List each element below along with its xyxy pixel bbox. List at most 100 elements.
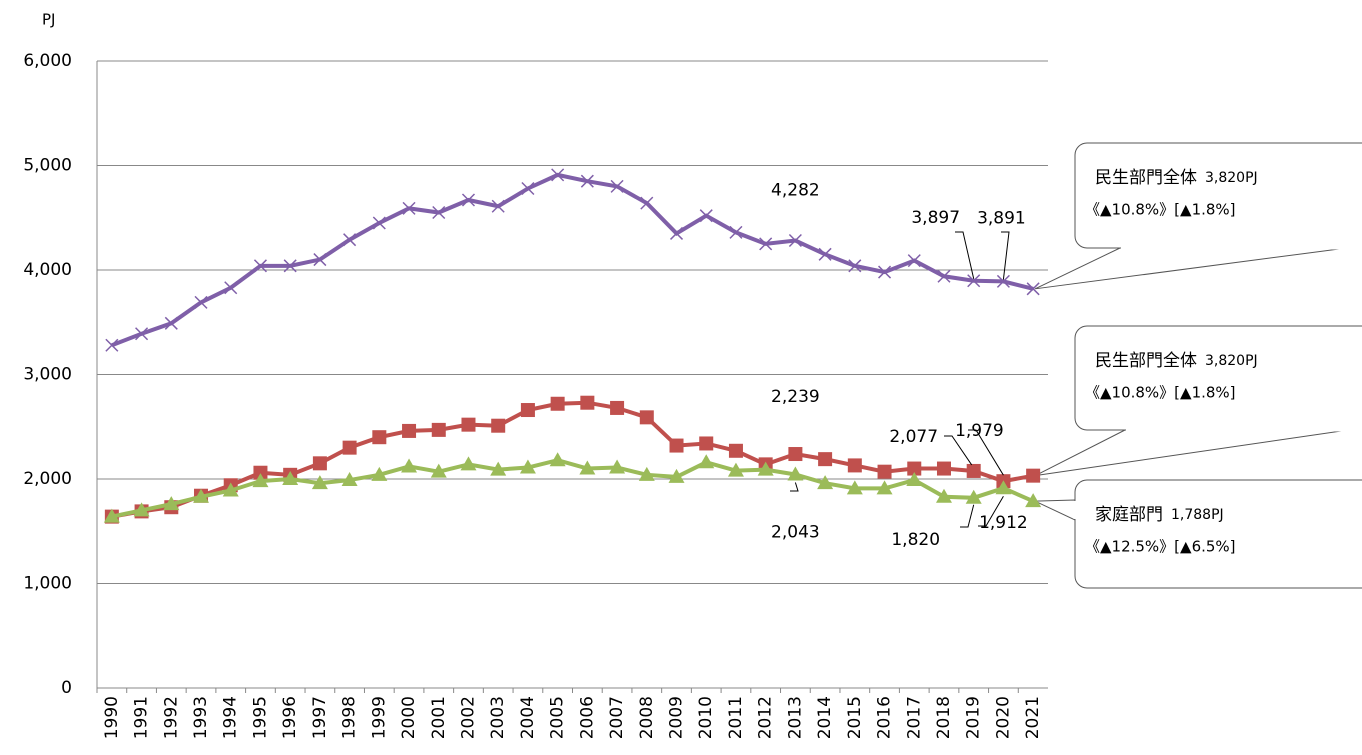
marker xyxy=(848,259,862,273)
marker xyxy=(966,463,981,478)
marker xyxy=(668,468,685,483)
y-tick-label: 6,000 xyxy=(23,51,72,71)
marker xyxy=(135,327,149,341)
x-tick-label: 1991 xyxy=(132,696,152,739)
marker xyxy=(520,403,535,418)
data-label: 2,043 xyxy=(771,523,820,543)
x-tick-label: 2008 xyxy=(637,696,657,739)
x-tick-label: 2017 xyxy=(904,696,924,739)
x-tick-label: 2004 xyxy=(518,696,538,739)
leader-line xyxy=(960,504,975,528)
marker xyxy=(1025,493,1042,508)
marker xyxy=(907,461,922,476)
series-line xyxy=(111,458,1034,519)
data-label: 3,891 xyxy=(977,208,1026,228)
marker xyxy=(907,254,921,268)
marker xyxy=(877,464,892,479)
y-tick-label: 2,000 xyxy=(23,469,72,489)
marker xyxy=(282,471,299,485)
x-tick-label: 2016 xyxy=(875,696,895,739)
marker xyxy=(610,400,625,415)
x-tick-label: 1998 xyxy=(340,696,360,739)
marker xyxy=(965,489,982,504)
marker xyxy=(549,452,566,467)
callout-box xyxy=(1074,479,1362,589)
x-tick-label: 1994 xyxy=(221,696,241,739)
callout-value: 3,820PJ xyxy=(1205,170,1258,186)
data-label: 1,912 xyxy=(979,513,1028,533)
marker xyxy=(638,466,655,481)
marker xyxy=(401,458,418,473)
marker xyxy=(461,193,476,207)
x-tick-label: 1997 xyxy=(310,696,330,739)
marker xyxy=(224,281,238,295)
x-tick-label: 2018 xyxy=(934,696,954,739)
x-tick-label: 2012 xyxy=(756,696,776,739)
marker xyxy=(103,508,120,523)
leader-line xyxy=(978,495,1004,527)
marker xyxy=(432,205,446,220)
x-tick-label: 1999 xyxy=(369,696,389,739)
data-label: 2,077 xyxy=(889,427,938,447)
data-label: 1,979 xyxy=(955,421,1004,441)
marker xyxy=(1026,468,1041,483)
marker xyxy=(669,438,684,453)
x-tick-label: 2015 xyxy=(845,696,865,739)
leader-line xyxy=(944,435,973,466)
data-label: 4,282 xyxy=(771,181,820,201)
marker xyxy=(550,396,565,411)
callout-value: 3,820PJ xyxy=(1205,353,1258,369)
callout-title-text: 家庭部門 xyxy=(1095,505,1163,525)
marker xyxy=(283,259,297,273)
marker xyxy=(699,436,714,451)
marker xyxy=(372,430,387,445)
marker xyxy=(640,196,654,210)
marker xyxy=(878,265,892,279)
x-tick-label: 2005 xyxy=(548,696,568,739)
x-tick-label: 2007 xyxy=(607,696,627,739)
marker xyxy=(727,462,744,477)
marker xyxy=(757,461,774,476)
data-label: 1,820 xyxy=(891,530,940,550)
callout-box xyxy=(1074,142,1362,249)
y-tick-label: 4,000 xyxy=(23,260,72,280)
x-tick-label: 2002 xyxy=(458,696,478,739)
marker xyxy=(253,259,267,273)
x-tick-label: 1992 xyxy=(161,696,181,739)
marker xyxy=(194,295,208,309)
marker xyxy=(818,452,833,467)
marker xyxy=(935,488,952,503)
marker xyxy=(609,459,626,474)
callout-change: 《▲10.8%》[▲1.8%] xyxy=(1085,384,1236,402)
marker xyxy=(729,225,743,239)
marker xyxy=(787,466,804,481)
x-tick-label: 1993 xyxy=(191,696,211,739)
marker xyxy=(313,253,327,267)
marker xyxy=(402,201,416,215)
callout-tail xyxy=(1034,245,1362,290)
x-tick-label: 2014 xyxy=(815,696,835,739)
leader-line xyxy=(1001,231,1010,280)
callout-title: 民生部門全体 3,820PJ xyxy=(1095,351,1258,371)
marker xyxy=(669,226,684,240)
marker xyxy=(967,274,981,288)
marker xyxy=(580,174,594,188)
marker xyxy=(1026,282,1040,296)
marker xyxy=(461,417,476,432)
marker xyxy=(222,482,239,497)
marker xyxy=(431,422,446,437)
callout-tail xyxy=(1034,499,1076,521)
x-tick-label: 2010 xyxy=(696,696,716,739)
marker xyxy=(728,443,743,458)
marker xyxy=(579,460,596,475)
y-tick-label: 0 xyxy=(61,678,72,698)
marker xyxy=(402,423,417,438)
marker xyxy=(937,269,951,283)
marker xyxy=(876,480,893,495)
marker xyxy=(788,234,802,248)
callout-value: 1,788PJ xyxy=(1171,507,1224,523)
callout-title-text: 民生部門全体 xyxy=(1095,168,1197,188)
x-tick-label: 2013 xyxy=(785,696,805,739)
marker xyxy=(639,410,654,425)
